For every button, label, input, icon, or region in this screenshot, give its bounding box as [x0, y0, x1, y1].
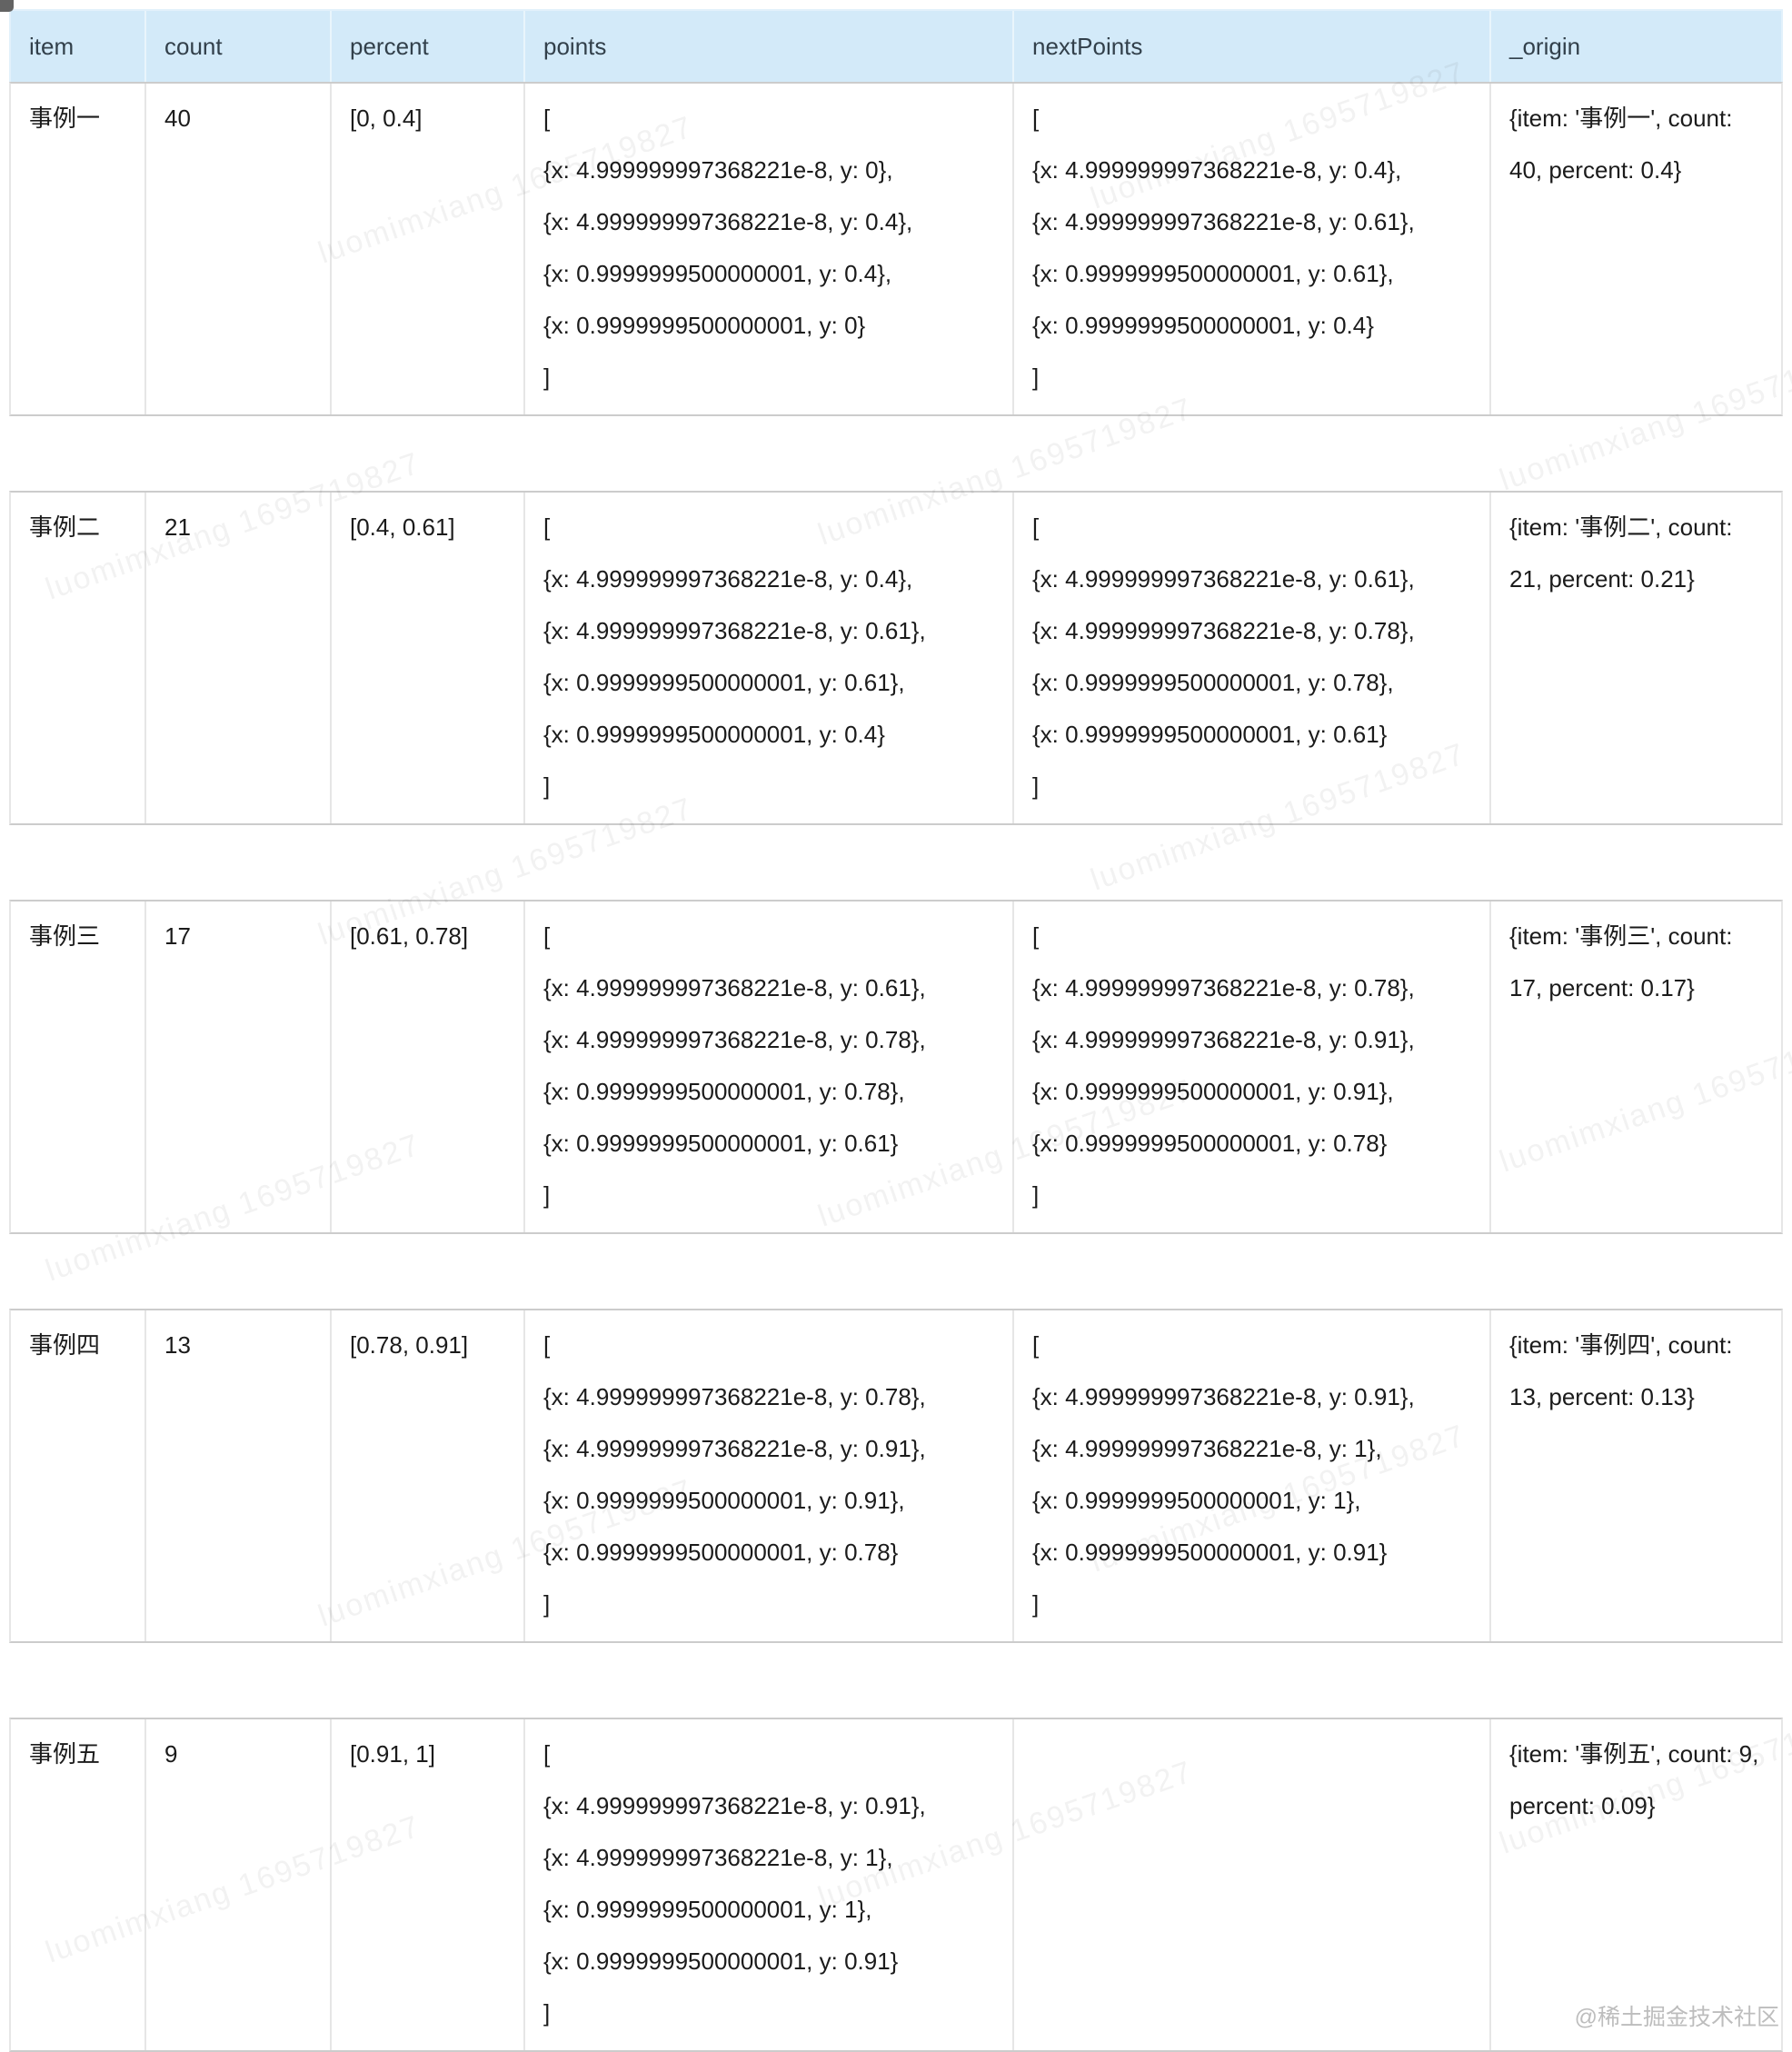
cell-count: 9	[144, 1719, 330, 2050]
cell-nextpoints: [ {x: 4.999999997368221e-8, y: 0.61}, {x…	[1012, 493, 1489, 823]
cell-item: 事例一	[29, 105, 101, 132]
cell-count: 40	[144, 84, 330, 414]
cell-percent: [0.4, 0.61]	[330, 493, 523, 823]
cell-nextpoints	[1012, 1719, 1489, 2050]
table-row: 事例五 9 [0.91, 1] [ {x: 4.999999997368221e…	[9, 1718, 1783, 2052]
cell-percent: [0.61, 0.78]	[330, 901, 523, 1232]
table-row: 事例四 13 [0.78, 0.91] [ {x: 4.999999997368…	[9, 1309, 1783, 1643]
column-header-origin: _origin	[1489, 11, 1781, 82]
column-header-item: item	[29, 33, 75, 60]
cell-origin: {item: '事例二', count: 21, percent: 0.21}	[1489, 493, 1781, 823]
cell-origin: {item: '事例五', count: 9, percent: 0.09}	[1489, 1719, 1781, 2050]
cell-origin: {item: '事例四', count: 13, percent: 0.13}	[1489, 1310, 1781, 1641]
table-row: 事例二 21 [0.4, 0.61] [ {x: 4.9999999973682…	[9, 491, 1783, 825]
data-table: item count percent points nextPoints _or…	[9, 9, 1783, 2052]
cell-percent: [0.91, 1]	[330, 1719, 523, 2050]
cell-origin: {item: '事例三', count: 17, percent: 0.17}	[1489, 901, 1781, 1232]
cell-nextpoints: [ {x: 4.999999997368221e-8, y: 0.78}, {x…	[1012, 901, 1489, 1232]
cell-points: [ {x: 4.999999997368221e-8, y: 0}, {x: 4…	[523, 84, 1012, 414]
cell-item: 事例四	[29, 1331, 101, 1359]
cell-nextpoints: [ {x: 4.999999997368221e-8, y: 0.91}, {x…	[1012, 1310, 1489, 1641]
column-header-nextpoints: nextPoints	[1012, 11, 1489, 82]
table-header-row: item count percent points nextPoints _or…	[9, 9, 1783, 82]
cell-points: [ {x: 4.999999997368221e-8, y: 0.91}, {x…	[523, 1719, 1012, 2050]
cell-points: [ {x: 4.999999997368221e-8, y: 0.4}, {x:…	[523, 493, 1012, 823]
table-body: 事例一 40 [0, 0.4] [ {x: 4.999999997368221e…	[9, 82, 1783, 2052]
cell-count: 13	[144, 1310, 330, 1641]
cell-percent: [0.78, 0.91]	[330, 1310, 523, 1641]
cell-item: 事例二	[29, 513, 101, 541]
cell-percent: [0, 0.4]	[330, 84, 523, 414]
juejin-watermark: @稀土掘金技术社区	[1574, 2005, 1779, 2030]
table-row: 事例一 40 [0, 0.4] [ {x: 4.999999997368221e…	[9, 82, 1783, 416]
cell-points: [ {x: 4.999999997368221e-8, y: 0.61}, {x…	[523, 901, 1012, 1232]
column-header-percent: percent	[330, 11, 523, 82]
column-header-points: points	[523, 11, 1012, 82]
cell-item: 事例五	[29, 1740, 101, 1768]
cell-points: [ {x: 4.999999997368221e-8, y: 0.78}, {x…	[523, 1310, 1012, 1641]
cell-count: 21	[144, 493, 330, 823]
corner-artifact	[0, 0, 14, 12]
cell-origin: {item: '事例一', count: 40, percent: 0.4}	[1489, 84, 1781, 414]
cell-nextpoints: [ {x: 4.999999997368221e-8, y: 0.4}, {x:…	[1012, 84, 1489, 414]
column-header-count: count	[144, 11, 330, 82]
table-row: 事例三 17 [0.61, 0.78] [ {x: 4.999999997368…	[9, 900, 1783, 1234]
cell-count: 17	[144, 901, 330, 1232]
cell-item: 事例三	[29, 922, 101, 950]
